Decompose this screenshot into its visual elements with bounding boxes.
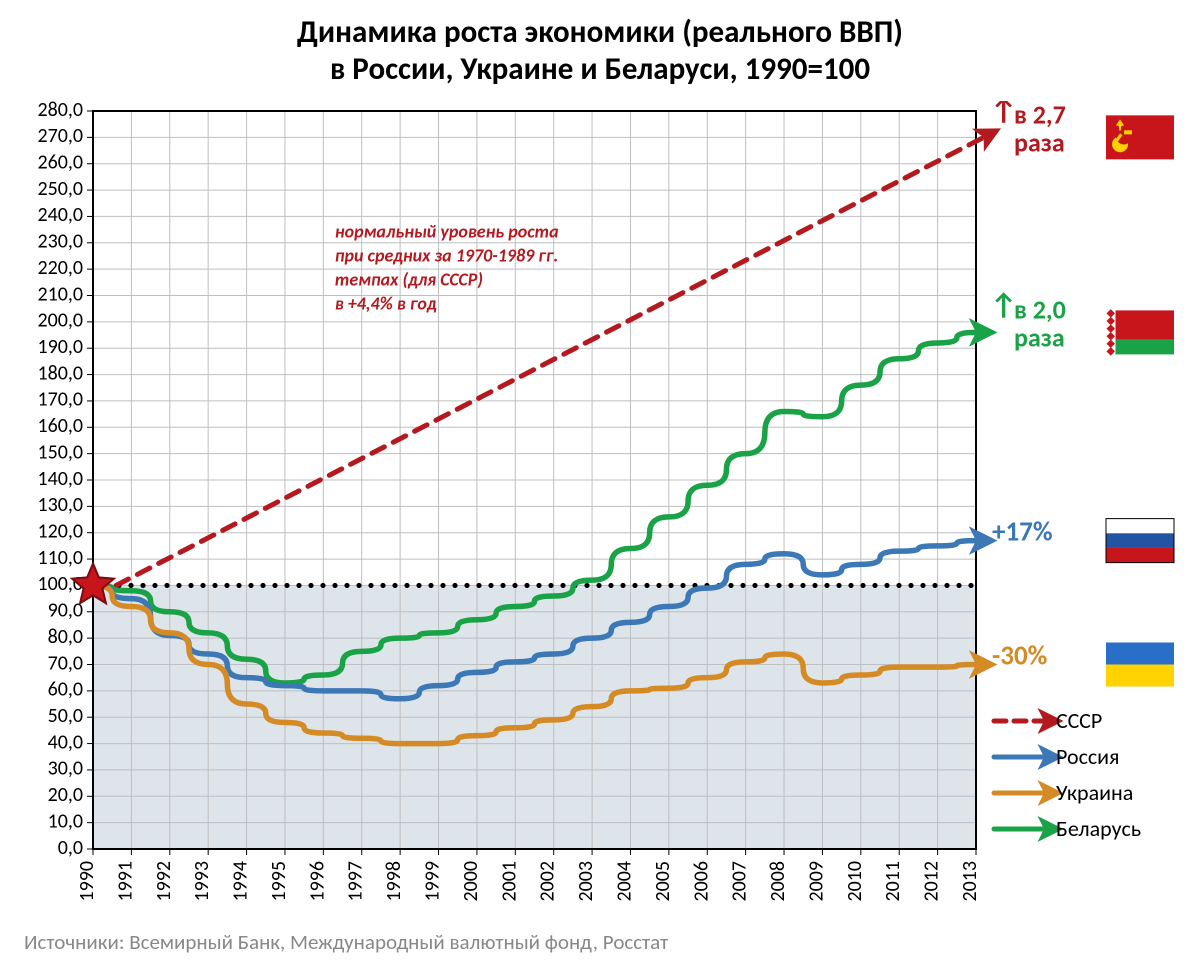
- svg-text:1993: 1993: [190, 861, 214, 902]
- svg-text:2002: 2002: [536, 861, 560, 902]
- svg-text:раза: раза: [1014, 127, 1065, 159]
- svg-text:2007: 2007: [728, 861, 752, 902]
- flag-ussr: [1106, 116, 1174, 160]
- trend-note: нормальный уровень ростапри средних за 1…: [335, 221, 559, 315]
- svg-text:180,0: 180,0: [37, 362, 83, 386]
- svg-text:2003: 2003: [574, 861, 598, 902]
- svg-text:170,0: 170,0: [37, 388, 83, 412]
- svg-text:1999: 1999: [421, 861, 445, 902]
- svg-text:90,0: 90,0: [48, 599, 83, 623]
- svg-text:+17%: +17%: [992, 516, 1053, 549]
- svg-text:2011: 2011: [881, 861, 905, 902]
- flag-russia: [1106, 519, 1174, 563]
- svg-text:2010: 2010: [843, 861, 867, 902]
- flag-ukraine: [1106, 643, 1174, 687]
- svg-text:1991: 1991: [113, 861, 137, 902]
- svg-text:раза: раза: [1014, 322, 1065, 354]
- svg-text:2013: 2013: [958, 861, 982, 902]
- svg-text:120,0: 120,0: [37, 520, 83, 544]
- svg-text:20,0: 20,0: [48, 783, 83, 807]
- legend: СССР Россия Украина Беларусь: [994, 707, 1141, 842]
- svg-text:80,0: 80,0: [48, 625, 83, 649]
- svg-text:-30%: -30%: [992, 640, 1048, 673]
- svg-text:250,0: 250,0: [37, 177, 83, 201]
- annotation-belarus: ↑в 2,0раза: [990, 287, 1066, 354]
- annotation-ussr: ↑в 2,7раза: [990, 101, 1066, 158]
- svg-text:10,0: 10,0: [48, 810, 83, 834]
- svg-text:1992: 1992: [152, 861, 176, 902]
- svg-text:100,0: 100,0: [37, 572, 83, 596]
- legend-label-russia: Россия: [1056, 743, 1119, 770]
- gdp-line-chart: 0,010,0 20,030,040,0 50,060,0 70,080,090,0 1…: [18, 101, 1182, 921]
- svg-text:1998: 1998: [382, 861, 406, 902]
- svg-text:2006: 2006: [689, 861, 713, 902]
- svg-text:нормальный уровень роста: нормальный уровень роста: [335, 221, 559, 243]
- svg-text:2008: 2008: [766, 861, 790, 902]
- svg-text:70,0: 70,0: [48, 651, 83, 675]
- svg-text:темпах (для СССР): темпах (для СССР): [335, 269, 483, 291]
- svg-text:2009: 2009: [804, 861, 828, 902]
- svg-text:2012: 2012: [920, 861, 944, 902]
- svg-text:150,0: 150,0: [37, 441, 83, 465]
- chart-title-line1: Динамика роста экономики (реального ВВП): [297, 13, 903, 51]
- svg-text:200,0: 200,0: [37, 309, 83, 333]
- svg-text:160,0: 160,0: [37, 414, 83, 438]
- svg-text:210,0: 210,0: [37, 282, 83, 306]
- svg-text:при средних за 1970-1989 гг.: при средних за 1970-1989 гг.: [335, 245, 558, 267]
- svg-text:230,0: 230,0: [37, 230, 83, 254]
- svg-text:1995: 1995: [267, 861, 291, 902]
- svg-text:2001: 2001: [497, 861, 521, 902]
- legend-label-ussr: СССР: [1056, 707, 1102, 734]
- flag-belarus: [1106, 309, 1174, 355]
- svg-text:220,0: 220,0: [37, 256, 83, 280]
- svg-text:1997: 1997: [344, 861, 368, 902]
- svg-text:2005: 2005: [651, 861, 675, 902]
- chart-title-line2: в России, Украине и Беларуси, 1990=100: [330, 50, 870, 88]
- svg-text:1994: 1994: [229, 861, 253, 902]
- svg-text:280,0: 280,0: [37, 101, 83, 122]
- svg-text:60,0: 60,0: [48, 678, 83, 702]
- legend-label-belarus: Беларусь: [1056, 815, 1141, 842]
- svg-text:260,0: 260,0: [37, 151, 83, 175]
- annotation-ukraine: -30%: [992, 640, 1048, 673]
- svg-text:в +4,4% в год: в +4,4% в год: [335, 293, 437, 315]
- svg-text:110,0: 110,0: [37, 546, 83, 570]
- svg-text:50,0: 50,0: [48, 704, 83, 728]
- source-text: Источники: Всемирный Банк, Международный…: [24, 929, 1182, 955]
- svg-text:40,0: 40,0: [48, 731, 83, 755]
- svg-text:140,0: 140,0: [37, 467, 83, 491]
- chart-title: Динамика роста экономики (реального ВВП)…: [18, 14, 1182, 87]
- annotation-russia: +17%: [992, 516, 1053, 549]
- chart-container: 0,010,0 20,030,040,0 50,060,0 70,080,090,0 1…: [18, 101, 1182, 921]
- svg-text:270,0: 270,0: [37, 124, 83, 148]
- legend-label-ukraine: Украина: [1056, 779, 1133, 806]
- svg-text:1996: 1996: [305, 861, 329, 902]
- svg-text:190,0: 190,0: [37, 335, 83, 359]
- svg-text:2004: 2004: [612, 861, 636, 902]
- svg-text:30,0: 30,0: [48, 757, 83, 781]
- svg-text:0,0: 0,0: [58, 836, 83, 860]
- svg-text:240,0: 240,0: [37, 203, 83, 227]
- svg-text:1990: 1990: [75, 861, 99, 902]
- svg-text:130,0: 130,0: [37, 493, 83, 517]
- svg-text:2000: 2000: [459, 861, 483, 902]
